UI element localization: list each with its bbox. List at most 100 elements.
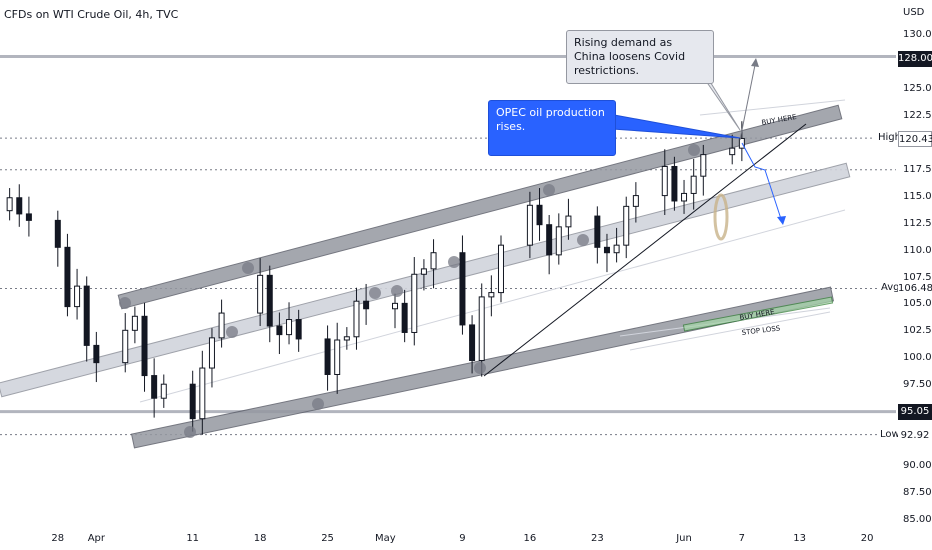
support-price-box: 95.05: [898, 404, 932, 420]
candle-body: [420, 268, 427, 275]
avg-price-box: 106.48: [898, 281, 932, 297]
candle-body: [199, 367, 206, 420]
candle-body: [555, 226, 562, 256]
candle-body: [83, 285, 90, 346]
touch-marker: [688, 144, 700, 156]
candle-body: [401, 302, 408, 333]
x-tick-label: May: [375, 533, 396, 544]
candle-body: [16, 197, 23, 215]
candle-body: [488, 292, 495, 298]
opec-callout-pointer: [597, 111, 741, 139]
x-tick-label: 25: [321, 533, 334, 544]
candle-body: [64, 246, 71, 308]
y-tick-label: 110.00: [903, 244, 932, 256]
touch-marker: [312, 398, 324, 410]
up-projection-arrow: [739, 59, 757, 141]
candle-body: [363, 300, 370, 310]
stop-loss-label: STOP LOSS: [741, 324, 781, 337]
candle-body: [208, 337, 215, 369]
x-tick-label: 28: [51, 533, 65, 544]
candle-body: [343, 336, 350, 341]
x-tick-label: 18: [253, 533, 267, 544]
candle-body: [122, 329, 129, 364]
y-tick-label: 105.00: [903, 298, 932, 310]
x-tick-label: 23: [590, 533, 604, 544]
candle-body: [353, 300, 360, 338]
candle-body: [681, 192, 688, 202]
candle-body: [151, 375, 158, 399]
candle-body: [189, 383, 196, 420]
x-tick-label: Apr: [87, 533, 105, 544]
candle-body: [74, 285, 81, 308]
x-tick-label: 20: [860, 533, 874, 544]
y-tick-label: 100.00: [903, 352, 932, 364]
low-label: Low: [877, 428, 903, 441]
y-tick-label: 115.00: [903, 190, 932, 202]
y-tick-label: 112.50: [903, 217, 932, 229]
dip-marker: [713, 193, 729, 241]
candle-body: [690, 175, 697, 194]
candle-body: [632, 195, 639, 207]
touch-marker: [226, 326, 238, 338]
candle-body: [478, 296, 485, 361]
candle-body: [6, 197, 13, 212]
touch-marker: [448, 256, 460, 268]
candle-body: [141, 315, 148, 377]
candle-body: [324, 338, 331, 375]
touch-marker: [474, 362, 486, 374]
candle-body: [613, 244, 620, 254]
y-tick-label: 87.50: [903, 487, 932, 499]
down-projection-arrow: [741, 142, 783, 223]
candle-body: [93, 344, 100, 364]
x-tick-label: 11: [186, 533, 200, 544]
x-tick-label: 7: [738, 533, 746, 544]
candle-body: [286, 319, 293, 336]
candle-body: [497, 244, 504, 294]
candle-body: [218, 312, 225, 339]
candle-body: [160, 383, 167, 399]
china-demand-callout[interactable]: Rising demand as China loosens Covid res…: [566, 30, 714, 84]
chart-title: CFDs on WTI Crude Oil, 4h, TVC: [4, 8, 179, 21]
candle-body: [700, 154, 707, 177]
touch-marker: [543, 184, 555, 196]
x-tick-label: Jun: [676, 533, 692, 544]
y-tick-label: 125.00: [903, 82, 932, 94]
high-price-box: 120.43: [898, 131, 932, 147]
x-tick-label: 13: [793, 533, 807, 544]
x-tick-label: 9: [459, 533, 466, 544]
opec-callout[interactable]: OPEC oil production rises.: [488, 100, 616, 156]
y-tick-label: 130.00: [903, 29, 932, 40]
y-tick-label: 122.50: [903, 109, 932, 121]
candle-body: [266, 274, 273, 327]
touch-marker: [184, 426, 196, 438]
candle-body: [295, 319, 302, 340]
candle-body: [54, 219, 61, 248]
avg-label: Avg: [878, 281, 903, 294]
low-price-box: 92.92: [898, 428, 932, 444]
touch-marker: [119, 297, 131, 309]
down-arrowhead: [777, 216, 786, 225]
candle-body: [729, 147, 736, 156]
guide-line-4: [699, 99, 846, 116]
high-label: High: [875, 131, 904, 144]
candle-body: [430, 252, 437, 270]
candle-body: [257, 274, 264, 314]
candle-body: [623, 205, 630, 246]
candle-body: [661, 165, 668, 197]
up-arrowhead: [751, 58, 759, 67]
upper-channel-band: [117, 104, 843, 310]
candle-body: [334, 339, 341, 375]
touch-marker: [369, 287, 381, 299]
touch-marker: [391, 285, 403, 297]
y-tick-label: 107.50: [903, 271, 932, 283]
guide-line-1: [139, 209, 846, 403]
rising-trendline: [483, 123, 807, 377]
candle-body: [459, 252, 466, 326]
y-tick-label: 97.50: [903, 379, 932, 391]
candle-body: [526, 204, 533, 246]
stop-loss-band: [682, 296, 834, 332]
candle-body: [469, 324, 476, 361]
candle-body: [392, 302, 399, 310]
